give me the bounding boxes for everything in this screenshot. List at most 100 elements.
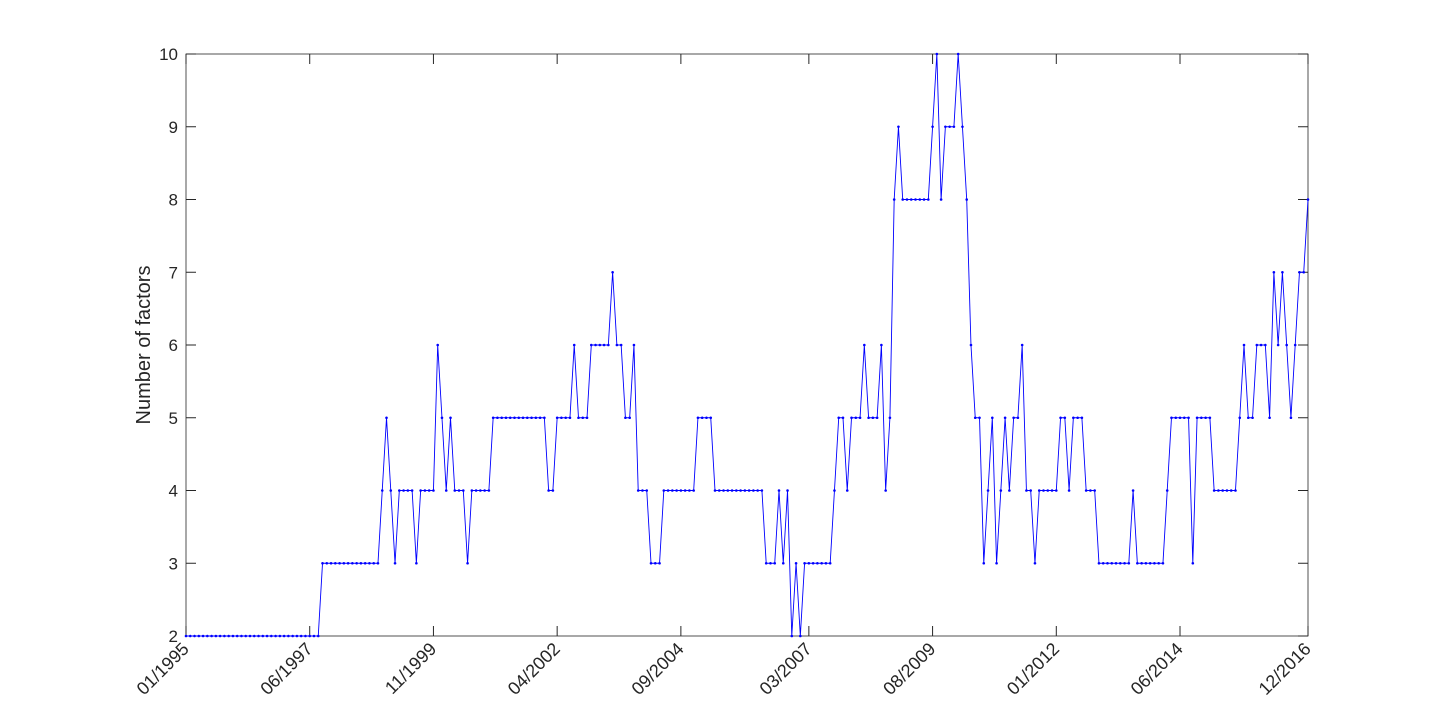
data-point: [901, 198, 905, 201]
data-point: [1114, 561, 1118, 565]
x-tick-label: 11/1999: [381, 639, 440, 698]
data-point: [572, 343, 576, 347]
y-tick-label: 8: [169, 191, 178, 210]
data-point: [756, 489, 759, 492]
data-point: [965, 198, 969, 201]
data-point: [1089, 489, 1092, 492]
data-point: [1097, 561, 1101, 565]
data-point: [931, 125, 934, 129]
data-point: [329, 561, 333, 565]
data-point: [581, 416, 585, 420]
data-point: [423, 489, 427, 492]
data-point: [517, 416, 521, 420]
data-point: [683, 489, 687, 492]
data-point: [760, 489, 764, 492]
data-point: [717, 489, 721, 492]
data-point: [1255, 343, 1259, 347]
data-point: [867, 416, 870, 420]
data-point: [432, 489, 435, 492]
data-point: [491, 416, 495, 420]
data-point: [1225, 489, 1229, 492]
x-tick-label: 04/2002: [504, 639, 564, 699]
data-point: [922, 198, 926, 201]
data-point: [346, 561, 350, 565]
data-point: [453, 489, 457, 492]
x-tick-label: 12/2016: [1255, 639, 1315, 699]
data-point: [193, 634, 196, 638]
data-point: [440, 416, 444, 420]
data-point: [415, 561, 418, 565]
data-point: [1101, 561, 1105, 565]
data-point: [206, 634, 209, 638]
data-point: [308, 634, 312, 638]
data-point: [594, 343, 597, 347]
data-point: [1306, 198, 1310, 201]
data-point: [833, 489, 836, 492]
x-tick-label: 09/2004: [628, 639, 688, 699]
y-tick-label: 6: [169, 336, 178, 355]
data-point: [376, 561, 380, 565]
y-tick-label: 7: [169, 263, 178, 282]
data-point: [786, 489, 789, 492]
data-point: [568, 416, 572, 420]
data-point: [1042, 489, 1045, 492]
data-point: [1093, 489, 1096, 492]
data-point: [790, 634, 794, 638]
data-point: [679, 489, 683, 492]
data-point: [261, 634, 265, 638]
data-point: [875, 416, 879, 420]
data-point: [1131, 489, 1135, 492]
data-point: [1208, 416, 1212, 420]
data-point: [1157, 561, 1160, 565]
data-point: [462, 489, 465, 492]
data-point: [611, 270, 614, 274]
data-point: [897, 125, 900, 129]
data-point: [709, 416, 713, 420]
data-point: [270, 634, 273, 638]
data-point: [854, 416, 858, 420]
data-point: [1302, 270, 1306, 274]
data-point: [982, 561, 986, 565]
data-point: [184, 634, 188, 638]
data-point: [1050, 489, 1054, 492]
data-point: [820, 561, 823, 565]
data-point: [449, 416, 452, 420]
data-point: [607, 343, 610, 347]
data-point: [291, 634, 294, 638]
data-point: [197, 634, 201, 638]
data-point: [1153, 561, 1156, 565]
data-point: [918, 198, 922, 201]
data-point: [841, 416, 845, 420]
y-axis-label: Number of factors: [133, 266, 155, 425]
y-tick-label: 3: [169, 554, 178, 573]
data-point: [628, 416, 631, 420]
data-point: [1170, 416, 1173, 420]
data-point: [274, 634, 277, 638]
data-point: [223, 634, 226, 638]
data-point: [1110, 561, 1114, 565]
data-point: [1268, 416, 1271, 420]
data-point: [487, 489, 491, 492]
data-point: [564, 416, 567, 420]
data-point: [624, 416, 627, 420]
data-point: [909, 198, 913, 201]
data-line: [186, 53, 1309, 637]
data-point: [1136, 561, 1139, 565]
data-point: [837, 416, 841, 420]
data-point: [1217, 489, 1220, 492]
data-point: [479, 489, 482, 492]
data-point: [799, 634, 802, 638]
data-point: [304, 634, 307, 638]
data-point: [1148, 561, 1152, 565]
data-point: [555, 416, 559, 420]
data-point: [863, 343, 866, 347]
data-point: [1289, 416, 1293, 420]
data-point: [530, 416, 533, 420]
data-point: [1076, 416, 1079, 420]
data-point: [636, 489, 640, 492]
data-point: [1012, 416, 1015, 420]
data-point: [1127, 561, 1131, 565]
data-point: [385, 416, 388, 420]
data-point: [1123, 561, 1126, 565]
data-point: [722, 489, 725, 492]
